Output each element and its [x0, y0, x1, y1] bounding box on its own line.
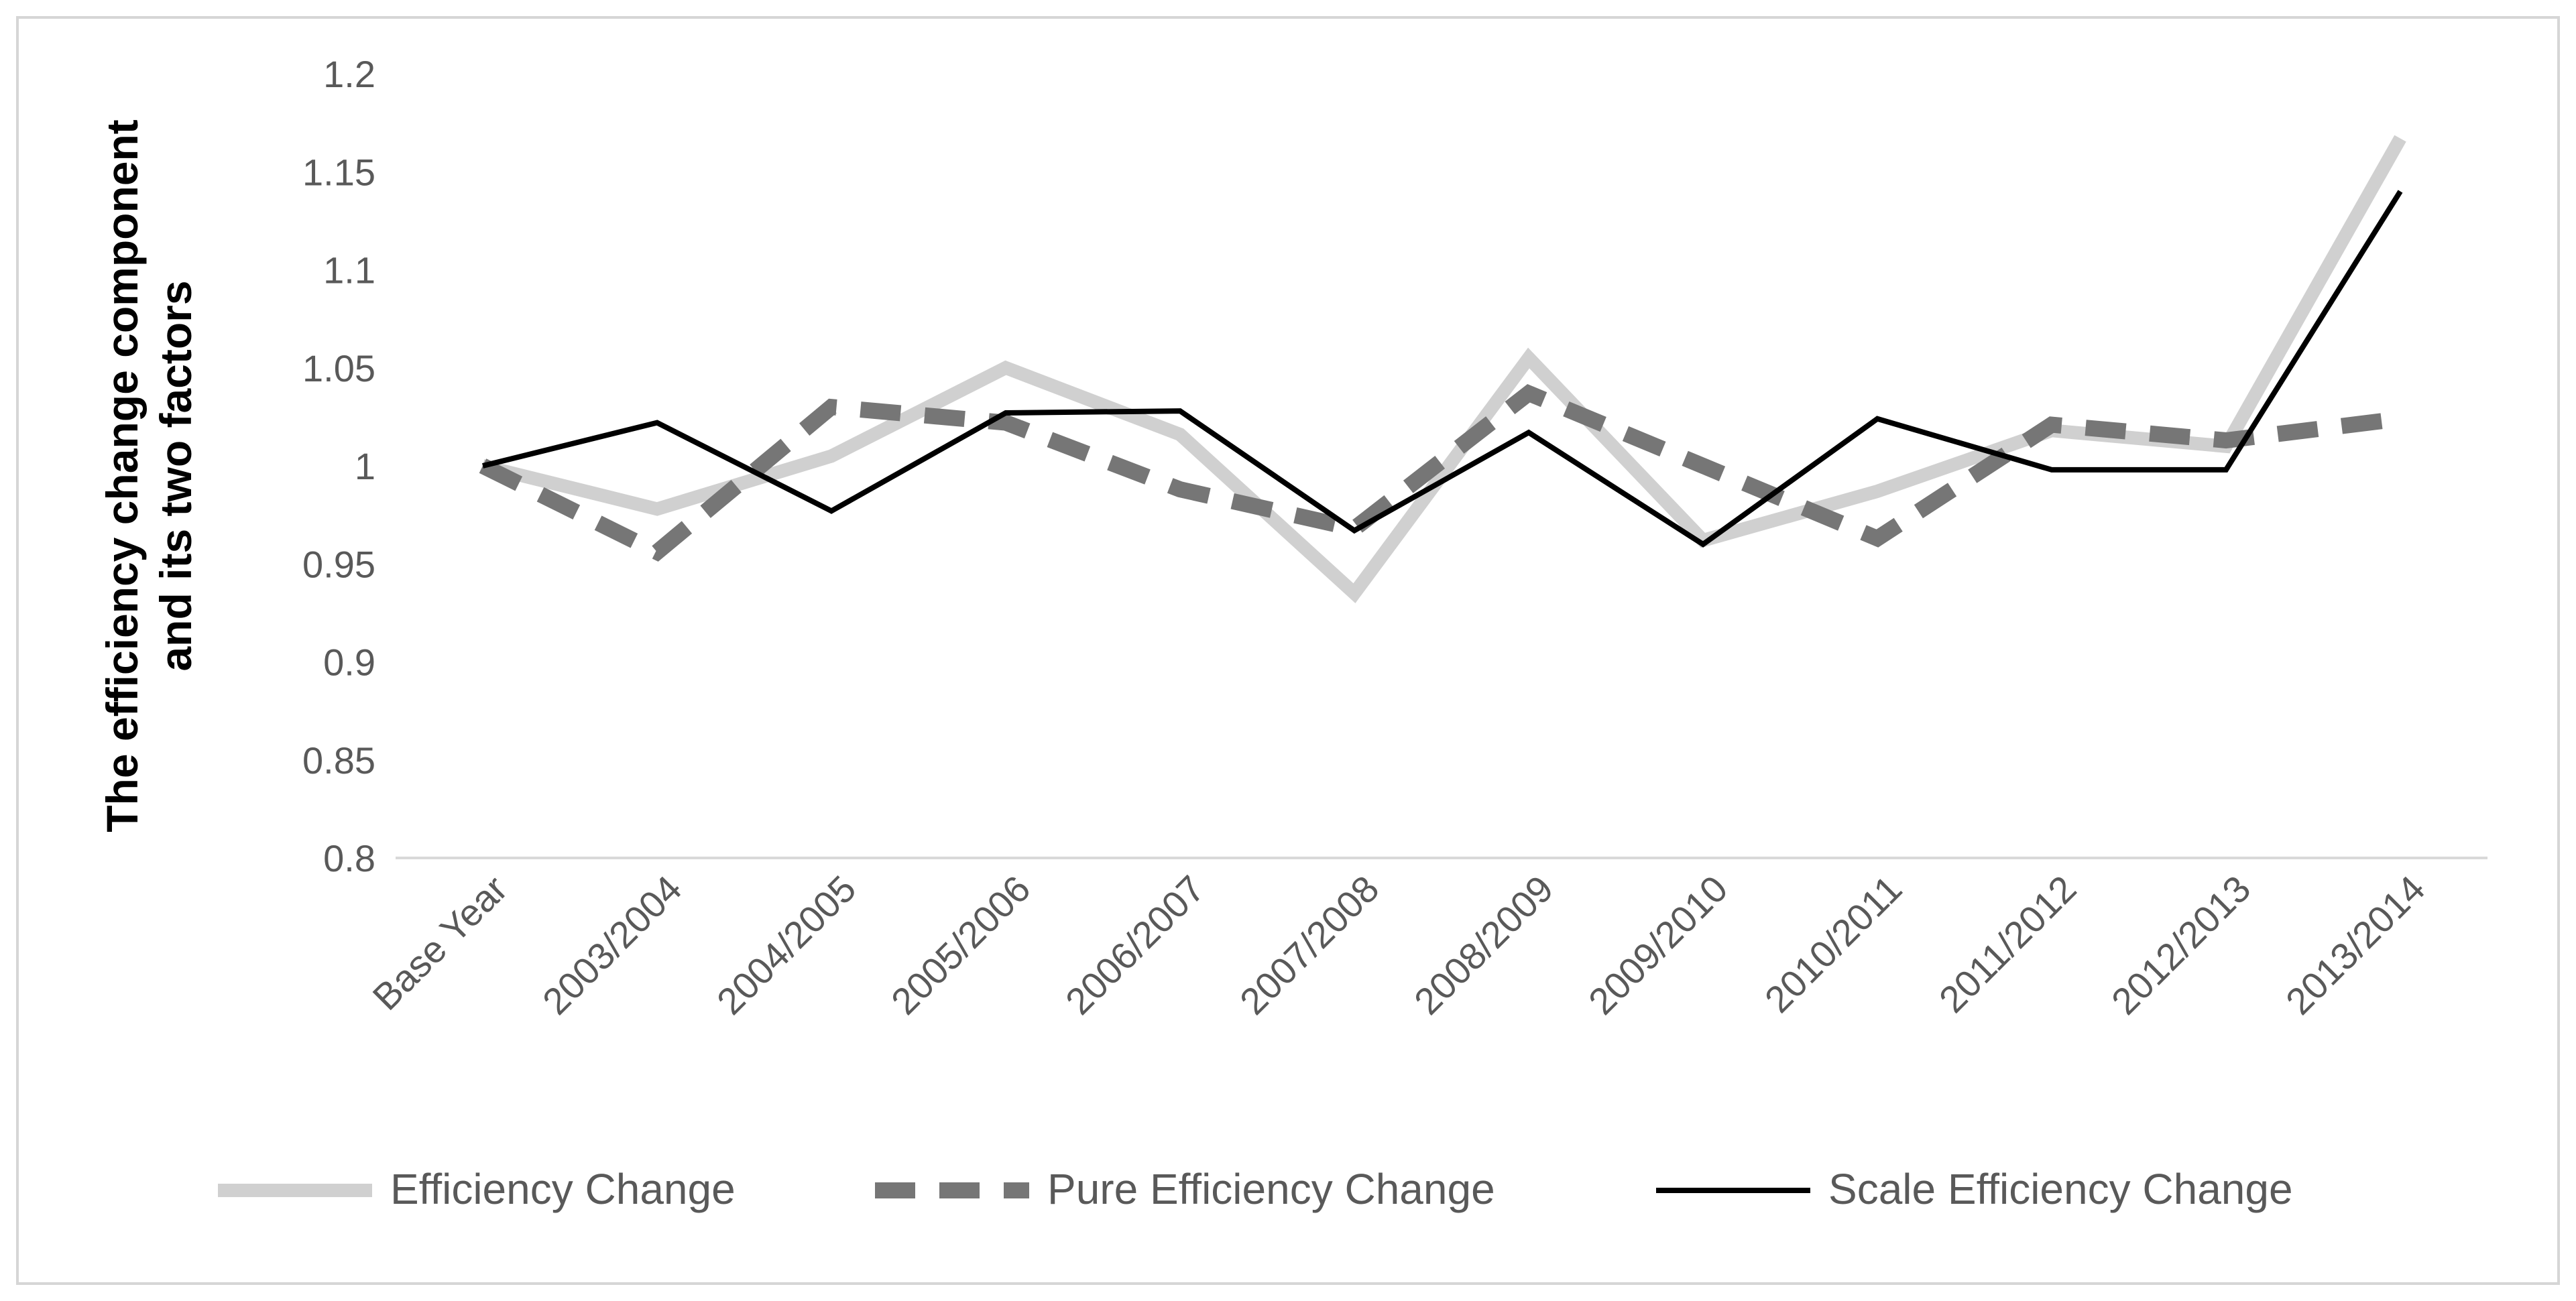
x-tick-label: 2010/2011	[1757, 867, 1910, 1021]
y-tick-label: 0.9	[323, 641, 375, 684]
y-tick-label: 1.2	[323, 53, 375, 95]
x-tick-label: 2008/2009	[1406, 867, 1562, 1023]
y-tick-label: 1	[355, 445, 375, 487]
x-tick-label: 2009/2010	[1580, 867, 1736, 1023]
y-tick-label: 0.8	[323, 837, 375, 879]
x-tick-label: 2003/2004	[534, 867, 690, 1023]
legend-label: Pure Efficiency Change	[1047, 1165, 1495, 1213]
y-axis-label-group: The efficiency change component and its t…	[97, 119, 200, 832]
x-tick-label: 2007/2008	[1232, 867, 1387, 1023]
x-tick-label: 2013/2014	[2278, 867, 2433, 1023]
y-tick-label: 1.1	[323, 249, 375, 292]
chart-frame	[16, 16, 2560, 1285]
x-tick-label: 2004/2005	[709, 867, 864, 1023]
x-tick-label: 2006/2007	[1057, 867, 1213, 1023]
series-line-efficiency-change	[481, 135, 2406, 603]
data-point	[2399, 418, 2402, 420]
legend-label: Scale Efficiency Change	[1828, 1165, 2293, 1213]
legend: Efficiency Change Pure Efficiency Change S…	[218, 1165, 2293, 1213]
y-tick-label: 0.95	[302, 543, 375, 585]
y-tick-label: 0.85	[302, 739, 375, 782]
series-lines	[479, 135, 2406, 603]
y-tick-labels: 0.8 0.85 0.9 0.95 1 1.05 1.1 1.15 1.2	[302, 53, 375, 879]
legend-label: Efficiency Change	[390, 1165, 736, 1213]
y-tick-label: 1.05	[302, 347, 375, 389]
x-tick-label: Base Year	[364, 867, 515, 1018]
x-tick-label: 2011/2012	[1931, 867, 2085, 1021]
x-tick-label: 2012/2013	[2103, 867, 2259, 1023]
series-line-scale-efficiency-change	[482, 190, 2403, 548]
x-tick-label: 2005/2006	[883, 867, 1039, 1023]
y-axis-title-line-2: and its two factors	[151, 280, 200, 671]
x-tick-labels: Base Year 2003/2004 2004/2005 2005/2006 2006…	[364, 867, 2433, 1023]
y-tick-label: 1.15	[302, 151, 375, 193]
y-axis-title-line-1: The efficiency change component	[97, 119, 147, 832]
